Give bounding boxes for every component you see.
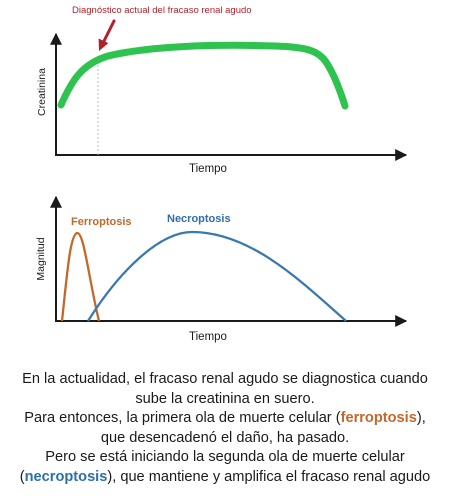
caption: En la actualidad, el fracaso renal agudo… <box>0 370 450 487</box>
caption-line-1: En la actualidad, el fracaso renal agudo… <box>22 371 428 387</box>
necroptosis-curve <box>87 230 347 322</box>
caption-line-3-end: ), <box>416 410 426 426</box>
caption-line-3-text: Para entonces, la primera ola de muerte … <box>24 410 341 426</box>
top-chart: Diagnóstico actual del fracaso renal agu… <box>36 5 408 175</box>
caption-line-6-start: ( <box>19 468 25 485</box>
caption-line-6-text: ), que mantiene y amplifica el fracaso r… <box>107 468 431 485</box>
ferroptosis-curve <box>60 231 101 322</box>
top-chart-ylabel: Creatinina <box>36 68 48 116</box>
caption-line-6: (necroptosis), que mantiene y amplifica … <box>0 468 450 488</box>
bottom-chart: Ferroptosis Necroptosis Magnitud Tiempo <box>35 195 408 343</box>
ferroptosis-term: ferroptosis <box>340 410 417 426</box>
creatinine-curve <box>57 41 349 110</box>
caption-line-5: Pero se está iniciando la segunda ola de… <box>45 449 405 465</box>
necroptosis-term: necroptosis <box>24 468 108 485</box>
top-chart-xlabel: Tiempo <box>189 163 227 175</box>
diagram-svg: Diagnóstico actual del fracaso renal agu… <box>35 5 408 343</box>
ferroptosis-label: Ferroptosis <box>71 216 132 228</box>
caption-line-4: que desencadenó el daño, ha pasado. <box>100 429 350 446</box>
diagram: Diagnóstico actual del fracaso renal agu… <box>35 5 408 343</box>
bottom-chart-ylabel: Magnitud <box>35 237 47 280</box>
diagnosis-annotation: Diagnóstico actual del fracaso renal agu… <box>72 5 252 16</box>
caption-line-3: Para entonces, la primera ola de muerte … <box>0 409 450 429</box>
bottom-chart-xlabel: Tiempo <box>189 331 227 343</box>
caption-line-2: sube la creatinina en suero. <box>135 390 315 407</box>
diagnosis-arrow <box>98 19 116 51</box>
necroptosis-label: Necroptosis <box>167 213 231 225</box>
